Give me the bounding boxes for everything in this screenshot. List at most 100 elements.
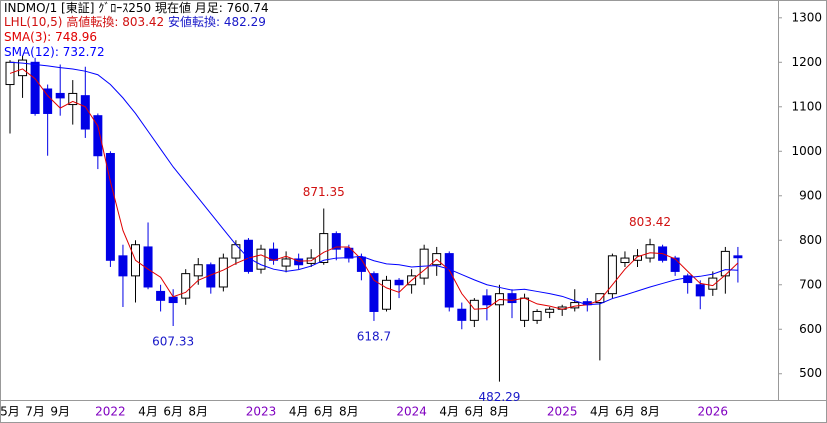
candle-body <box>294 258 304 266</box>
y-tick-label: 700 <box>799 277 822 291</box>
x-tick-label: 8月 <box>640 405 660 419</box>
candle-body <box>18 59 28 77</box>
legend: INDMO/1 [東証] ｸﾞﾛｰｽ250 現在値 月足: 760.74 LHL… <box>4 0 269 59</box>
lhl-label: LHL(10,5) <box>4 15 62 29</box>
candle-body <box>68 92 78 106</box>
low-label: 607.33 <box>152 334 194 348</box>
y-tick-label: 500 <box>799 366 822 380</box>
high-turn-label: 高値転換: <box>66 14 118 29</box>
candle-body <box>620 257 630 264</box>
candle-body <box>256 248 266 270</box>
candle-body <box>93 115 103 157</box>
candle-body <box>670 257 680 272</box>
x-tick-label: 2026 <box>698 405 729 419</box>
x-tick-label: 2025 <box>547 405 578 419</box>
candle-body <box>206 264 216 288</box>
candle-body <box>168 296 178 304</box>
candle-body <box>394 279 404 286</box>
candle-body <box>457 308 467 321</box>
candle-body <box>356 256 366 272</box>
candle-body <box>80 95 90 130</box>
x-tick-label: 7月 <box>25 405 45 419</box>
candle-body <box>105 153 115 261</box>
y-tick-label: 1000 <box>791 144 822 158</box>
x-tick-label: 6月 <box>163 405 183 419</box>
legend-value: 732.72 <box>63 45 105 59</box>
y-tick-label: 1200 <box>791 55 822 69</box>
title: INDMO/1 [東証] ｸﾞﾛｰｽ250 現在値 月足: 760.74 <box>4 0 269 15</box>
candle-body <box>733 255 743 259</box>
candle-body <box>444 253 454 308</box>
candle-body <box>156 290 166 301</box>
plot: 871.35 803.42 607.33 618.7 482.29 <box>5 55 743 404</box>
candle-body <box>507 293 517 304</box>
y-tick-label: 800 <box>799 233 822 247</box>
high-label: 803.42 <box>629 215 671 229</box>
candle-body <box>645 244 655 259</box>
candle-body <box>118 255 128 277</box>
low-label: 618.7 <box>357 329 391 343</box>
high-label: 871.35 <box>303 185 345 199</box>
x-tick-label: 8月 <box>490 405 510 419</box>
candle-body <box>695 284 705 297</box>
x-tick-label: 6月 <box>314 405 334 419</box>
candle-body <box>30 61 40 114</box>
x-tick-label: 4月 <box>439 405 459 419</box>
candle-body <box>319 233 329 264</box>
legend-name: SMA(12): <box>4 45 59 59</box>
title-text: INDMO/1 [東証] ｸﾞﾛｰｽ250 現在値 月足: <box>4 0 223 15</box>
low-label: 482.29 <box>478 390 520 404</box>
x-tick-label: 5月 <box>0 405 20 419</box>
candle-body <box>469 299 479 321</box>
candle-body <box>231 244 241 259</box>
candle-body <box>218 257 228 288</box>
legend-entry: SMA(3): 748.96 <box>4 30 97 44</box>
candle-body <box>419 248 429 279</box>
candle-body <box>382 279 391 310</box>
candle-body <box>243 239 253 272</box>
candle-body <box>193 264 203 277</box>
candle-body <box>708 277 718 290</box>
candle-body <box>520 297 530 321</box>
y-tick-label: 1100 <box>791 99 822 113</box>
candle-body <box>683 275 693 284</box>
sma-line <box>9 68 739 310</box>
x-tick-label: 9月 <box>50 405 70 419</box>
candle-body <box>607 255 617 295</box>
candle-body <box>595 293 605 304</box>
x-tick-label: 2024 <box>396 405 427 419</box>
candle-body <box>482 295 492 306</box>
legend-value: 748.96 <box>55 30 97 44</box>
x-tick-label: 4月 <box>590 405 610 419</box>
candle-body <box>55 92 65 99</box>
x-tick-label: 6月 <box>465 405 485 419</box>
x-tick-label: 2023 <box>246 405 277 419</box>
candle-body <box>545 308 555 313</box>
candle-body <box>331 233 341 250</box>
candle-body <box>281 258 291 267</box>
x-tick-label: 2022 <box>95 405 126 419</box>
candle-body <box>43 88 53 114</box>
high-turn-value: 803.42 <box>122 15 164 29</box>
candle-body <box>720 250 730 277</box>
x-tick-label: 4月 <box>289 405 309 419</box>
current-value: 760.74 <box>227 1 269 15</box>
legend-entry: SMA(12): 732.72 <box>4 45 105 59</box>
x-tick-label: 6月 <box>615 405 635 419</box>
candle-body <box>181 273 191 299</box>
low-turn-label: 安値転換: <box>168 14 220 29</box>
x-tick-label: 8月 <box>188 405 208 419</box>
sma-line <box>9 61 738 306</box>
legend-name: SMA(3): <box>4 30 51 44</box>
y-tick-label: 900 <box>799 188 822 202</box>
lhl-line: LHL(10,5) 高値転換: 803.42 安値転換: 482.29 <box>4 14 266 29</box>
y-tick-label: 600 <box>799 322 822 336</box>
candle-body <box>369 273 379 312</box>
candle-body <box>532 310 542 321</box>
candle-body <box>633 255 642 261</box>
low-turn-value: 482.29 <box>224 15 266 29</box>
x-tick-label: 8月 <box>339 405 359 419</box>
y-tick-label: 1300 <box>791 10 822 24</box>
